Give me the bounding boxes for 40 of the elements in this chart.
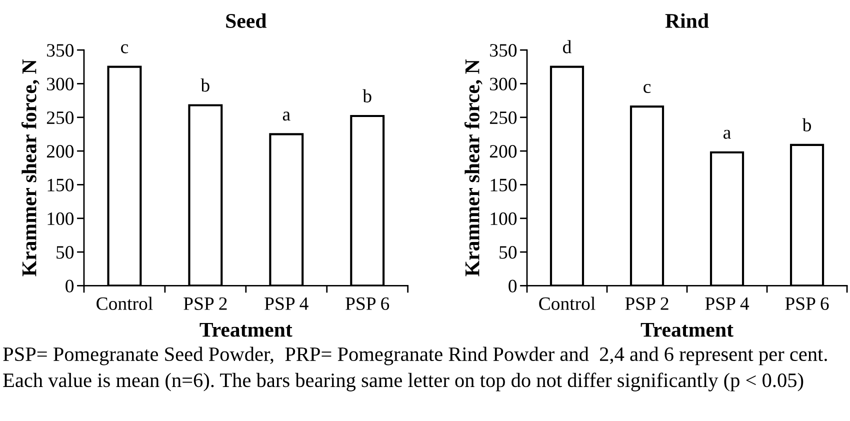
- y-tick-label: 250: [46, 111, 74, 124]
- y-tick-label: 250: [490, 111, 517, 124]
- y-tick-label: 50: [56, 246, 74, 259]
- annotation: b: [200, 78, 210, 92]
- x-axis-title: Treatment: [200, 322, 292, 337]
- annotation: b: [802, 118, 811, 132]
- y-tick-label: 100: [490, 212, 517, 226]
- x-tick-label: Control: [96, 296, 153, 310]
- y-axis-title: Krammer shear force, N: [21, 59, 40, 276]
- annotation: d: [562, 40, 572, 54]
- y-tick-label: 50: [500, 246, 517, 259]
- x-axis-title: Treatment: [640, 322, 734, 337]
- y-tick-label: 300: [490, 78, 517, 90]
- y-tick-label: 350: [490, 44, 517, 57]
- x-tick-label: PSP 4: [705, 297, 750, 310]
- y-tick-label: 0: [66, 280, 74, 292]
- chart-title: Rind: [665, 13, 709, 28]
- y-tick-label: 150: [490, 178, 517, 192]
- annotation: c: [121, 44, 128, 54]
- annotation: b: [362, 89, 372, 102]
- x-tick-label: PSP 2: [184, 297, 227, 310]
- y-tick-label: 100: [48, 212, 74, 226]
- y-tick-label: 300: [47, 78, 74, 90]
- y-tick-label: 200: [46, 145, 74, 158]
- x-tick-label: PSP 6: [346, 297, 390, 310]
- y-tick-label: 150: [48, 178, 74, 192]
- y-tick-label: 0: [508, 280, 517, 292]
- x-tick-label: PSP 2: [625, 297, 668, 310]
- x-tick-label: Control: [539, 296, 596, 310]
- annotation: a: [282, 112, 290, 121]
- annotation: c: [644, 84, 651, 94]
- y-axis-title: Krammer shear force, N: [464, 59, 482, 276]
- chart-title: Seed: [226, 13, 267, 28]
- x-tick-label: PSP 4: [264, 297, 308, 310]
- x-tick-label: PSP 6: [785, 297, 829, 310]
- annotation: a: [724, 130, 731, 139]
- text: PSP= Pomegranate Seed Powder, PRP= Pomegranate Rind Powder and 2,4 and 6 represent per cent.: [3, 346, 827, 366]
- y-tick-label: 200: [490, 145, 517, 158]
- y-tick-label: 350: [47, 44, 74, 57]
- text: Each value is mean (n=6). The bars bearing same letter on top do not differ significantly (p < 0.05): [3, 372, 804, 392]
